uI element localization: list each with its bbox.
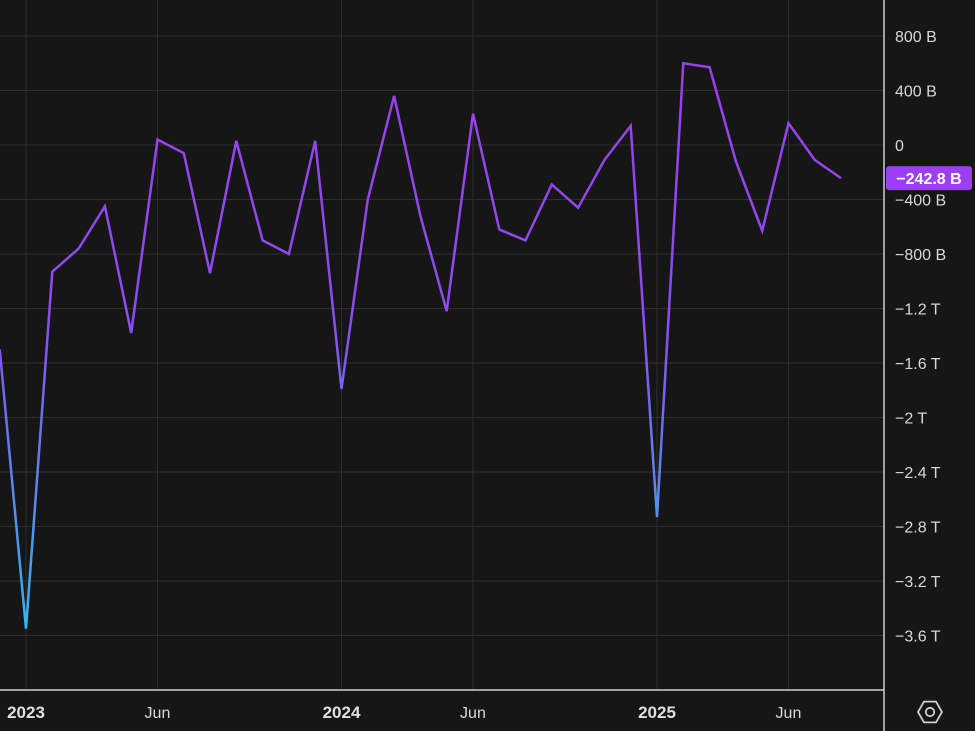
y-tick-label: 800 B	[895, 29, 937, 46]
series-line	[0, 61, 842, 629]
x-tick-label: 2023	[7, 703, 45, 722]
y-tick-label: −2 T	[895, 411, 927, 428]
last-value-badge	[886, 166, 972, 191]
settings-icon[interactable]	[916, 700, 944, 724]
y-tick-label: −1.6 T	[895, 356, 941, 373]
y-tick-labels: 800 B 400 B 0 −400 B −800 B −1.2 T −1.6 T −2 T −…	[895, 29, 946, 646]
last-value-marker: −242.8 B	[886, 166, 972, 191]
x-tick-label: 2024	[323, 703, 361, 722]
grid	[0, 0, 884, 690]
y-tick-label: −3.6 T	[895, 629, 941, 646]
y-tick-label: −2.8 T	[895, 520, 941, 537]
x-tick-label: Jun	[776, 705, 802, 722]
y-tick-label: 400 B	[895, 84, 937, 101]
last-value-label: −242.8 B	[896, 171, 961, 188]
y-tick-label: −400 B	[895, 193, 946, 210]
x-tick-labels: 2023 Jun 2024 Jun 2025 Jun	[7, 703, 801, 722]
y-tick-label: −3.2 T	[895, 574, 941, 591]
axes	[0, 0, 885, 731]
y-tick-label: −800 B	[895, 247, 946, 264]
y-tick-label: 0	[895, 138, 904, 155]
y-tick-label: −1.2 T	[895, 302, 941, 319]
y-tick-label: −2.4 T	[895, 465, 941, 482]
series	[0, 61, 842, 629]
x-tick-label: Jun	[145, 705, 171, 722]
x-tick-label: Jun	[460, 705, 486, 722]
x-tick-label: 2025	[638, 703, 676, 722]
